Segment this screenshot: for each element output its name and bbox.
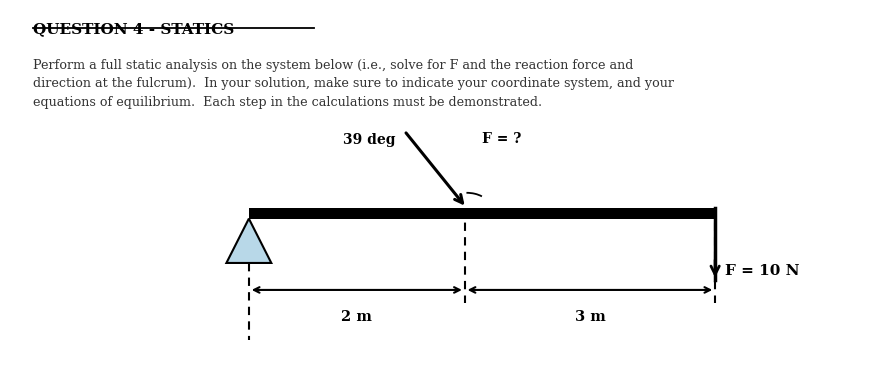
Text: 2 m: 2 m	[342, 310, 372, 324]
Text: F = 10 N: F = 10 N	[726, 264, 800, 278]
Text: QUESTION 4 - STATICS: QUESTION 4 - STATICS	[33, 22, 235, 36]
Text: 39 deg: 39 deg	[343, 133, 395, 147]
Text: 3 m: 3 m	[574, 310, 606, 324]
Text: F = ?: F = ?	[482, 132, 521, 146]
Text: Perform a full static analysis on the system below (i.e., solve for F and the re: Perform a full static analysis on the sy…	[33, 59, 674, 109]
Polygon shape	[227, 219, 271, 263]
Bar	[249, 208, 715, 219]
